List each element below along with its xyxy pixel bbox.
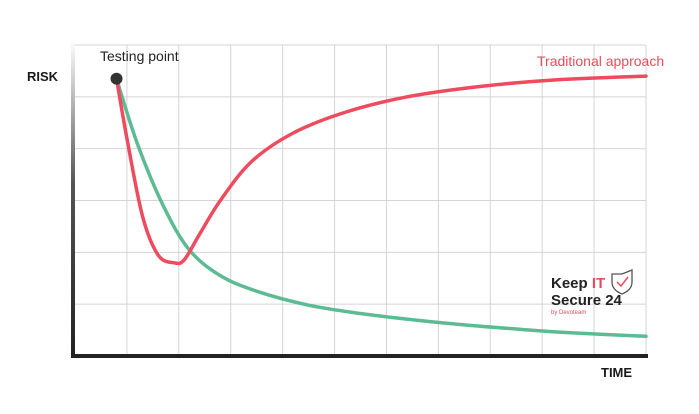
series-layer xyxy=(114,74,648,339)
series-line-alternative xyxy=(114,76,648,339)
y-axis-label: RISK xyxy=(27,69,59,84)
testing-point-label: Testing point xyxy=(100,48,179,64)
logo-byline: by Devoteam xyxy=(551,310,586,316)
x-axis-line xyxy=(71,354,648,358)
x-axis-label: TIME xyxy=(601,365,632,380)
traditional-approach-label: Traditional approach xyxy=(537,53,664,69)
logo-line-2: Secure 24 xyxy=(551,292,623,309)
chart-grid xyxy=(75,44,647,356)
logo-it: IT xyxy=(592,275,605,292)
shield-check-icon xyxy=(611,269,633,295)
y-axis-line xyxy=(71,40,75,358)
logo-line-1: Keep IT xyxy=(551,275,605,292)
logo-keep: Keep xyxy=(551,275,592,292)
brand-logo: Keep IT Secure 24 by Devoteam xyxy=(551,269,633,316)
testing-point-marker xyxy=(110,72,123,85)
series-line-traditional xyxy=(114,74,648,266)
